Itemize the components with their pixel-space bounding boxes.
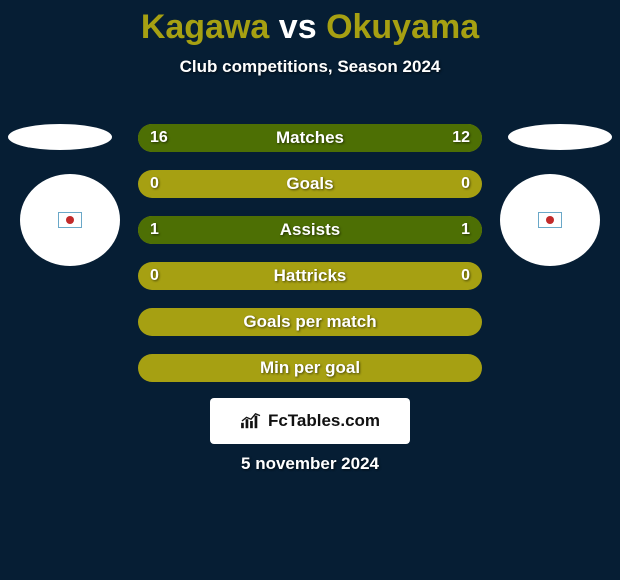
jp-flag-icon [538,212,562,228]
player1-nation-circle [20,174,120,266]
stat-bar: 11Assists [138,216,482,244]
stat-label: Matches [138,124,482,152]
stat-bars-container: 1612Matches 00Goals 11Assists 00Hattricks Go… [138,124,482,400]
fctables-logo: FcTables.com [210,398,410,444]
comparison-title: Kagawa vs Okuyama [0,0,620,47]
stat-label: Goals [138,170,482,198]
stat-label: Goals per match [138,308,482,336]
logo-text: FcTables.com [268,411,380,431]
player2-name: Okuyama [326,8,479,46]
stat-label: Min per goal [138,354,482,382]
player2-team-ellipse [508,124,612,150]
stat-label: Assists [138,216,482,244]
date-text: 5 november 2024 [0,454,620,474]
player1-name: Kagawa [141,8,270,46]
player1-team-ellipse [8,124,112,150]
subtitle: Club competitions, Season 2024 [0,57,620,77]
jp-flag-icon [58,212,82,228]
stat-bar: 00Hattricks [138,262,482,290]
player2-nation-circle [500,174,600,266]
stat-bar: Goals per match [138,308,482,336]
stat-label: Hattricks [138,262,482,290]
stat-bar: Min per goal [138,354,482,382]
stat-bar: 00Goals [138,170,482,198]
stat-bar: 1612Matches [138,124,482,152]
vs-text: vs [279,8,317,46]
chart-icon [240,412,262,430]
